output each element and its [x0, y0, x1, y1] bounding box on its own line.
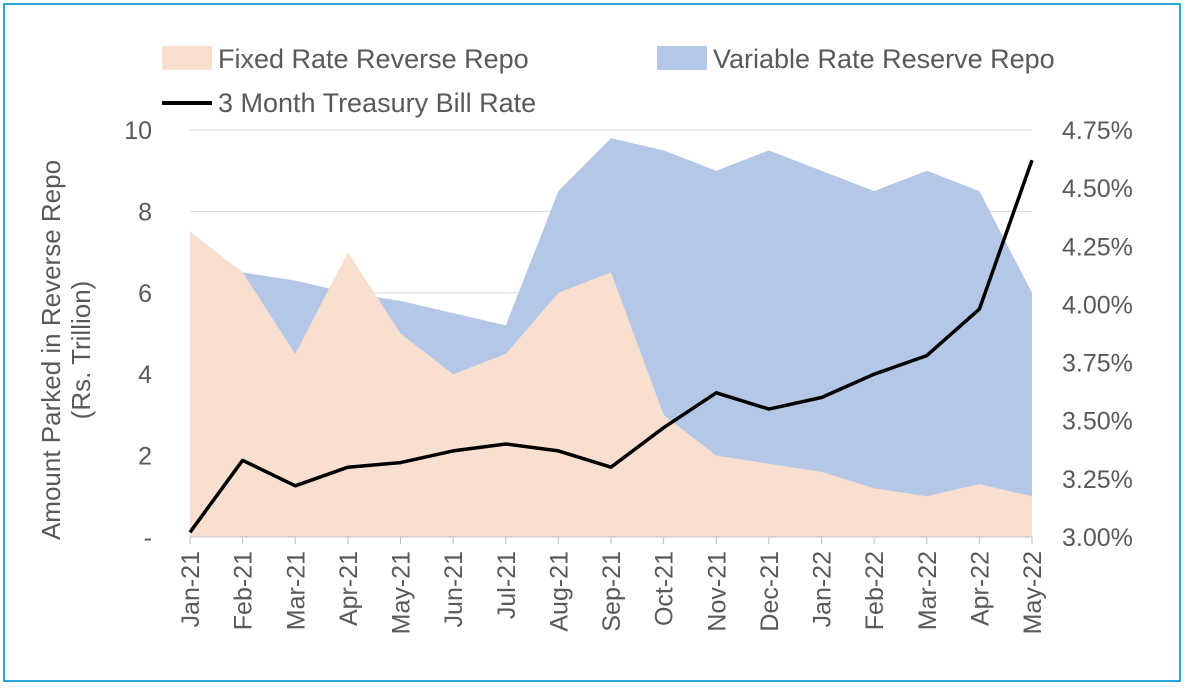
x-tick-label: Feb-22	[861, 551, 889, 630]
tbill-line	[188, 159, 1034, 534]
x-tick-label: Aug-21	[545, 551, 573, 632]
y-left-tick-label: 4	[138, 361, 152, 389]
x-tick-label: Mar-21	[282, 551, 310, 630]
y-right-tick-label: 3.25%	[1062, 466, 1133, 494]
x-tick-label: Feb-21	[230, 551, 258, 630]
legend-swatch-fixed	[162, 46, 212, 70]
areas	[190, 138, 1032, 538]
x-tick-label: Mar-22	[914, 551, 942, 630]
legend-label-tbill: 3 Month Treasury Bill Rate	[218, 88, 536, 118]
y-right-tick-label: 4.50%	[1062, 175, 1133, 203]
fixed-rate-area	[190, 231, 1032, 538]
y-right-tick-label: 4.25%	[1062, 233, 1133, 261]
legend-label-fixed: Fixed Rate Reverse Repo	[218, 44, 529, 74]
y-axis-title: Amount Parked in Reverse Repo	[36, 160, 66, 540]
x-tick-label: Jan-22	[809, 551, 837, 627]
legend: Fixed Rate Reverse Repo Variable Rate Res…	[162, 44, 1055, 118]
y-left-tick-label: 6	[138, 280, 152, 308]
axes: - 2 4 6 8 10 3.00% 3.25% 3.50% 3.75% 4.00% 4.25% 4.5…	[36, 117, 1133, 634]
x-tick-label: May-22	[1019, 551, 1047, 634]
legend-swatch-variable	[657, 46, 707, 70]
x-tick-label: Apr-22	[966, 551, 994, 626]
y-left-tick-label: -	[144, 524, 152, 552]
x-tick-label: Apr-21	[335, 551, 363, 626]
y-right-tick-label: 3.75%	[1062, 350, 1133, 378]
y-left-tick-label: 8	[138, 198, 152, 226]
x-tick-label: Jul-21	[493, 551, 521, 619]
y-right-tick-label: 3.50%	[1062, 408, 1133, 436]
x-tick-label: Sep-21	[598, 551, 626, 632]
x-tick-label: Jan-21	[177, 551, 205, 627]
y-right-tick-label: 3.00%	[1062, 524, 1133, 552]
y-right-tick-label: 4.75%	[1062, 117, 1133, 145]
x-tick-label: Jun-21	[440, 551, 468, 627]
x-tick-label: Oct-21	[651, 551, 679, 626]
y-left-tick-label: 10	[124, 117, 152, 145]
y-left-tick-label: 2	[138, 443, 152, 471]
x-tick-label: Nov-21	[703, 551, 731, 632]
x-tick-label: May-21	[388, 551, 416, 634]
legend-label-variable: Variable Rate Reserve Repo	[713, 44, 1055, 74]
y-right-tick-label: 4.00%	[1062, 291, 1133, 319]
x-tick-label: Dec-21	[756, 551, 784, 632]
tbill-line-group	[188, 159, 1034, 534]
y-axis-title: (Rs. Trillion)	[66, 281, 96, 420]
